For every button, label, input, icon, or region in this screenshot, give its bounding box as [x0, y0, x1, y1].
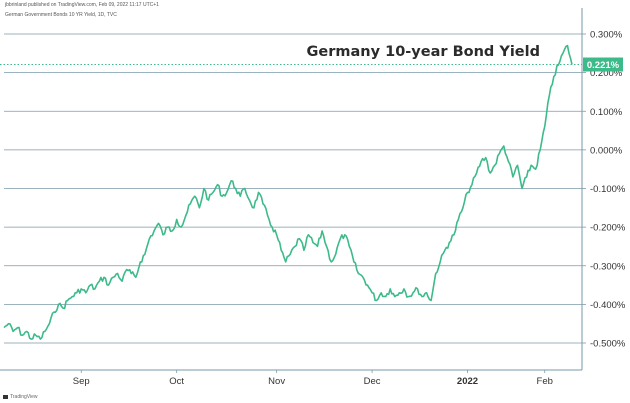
- tradingview-logo-icon: [3, 394, 8, 399]
- xtick-label: 2022: [457, 376, 478, 387]
- series-line-de10y: [3, 44, 573, 340]
- grid: [4, 33, 582, 344]
- ytick-label: 0.100%: [590, 107, 623, 118]
- xtick-label: Sep: [73, 376, 90, 387]
- last-value-badge: [583, 57, 623, 72]
- xtick-label: Nov: [268, 376, 285, 387]
- ytick-label: -0.400%: [590, 300, 626, 311]
- last-value-marker: 0.221%: [0, 57, 623, 72]
- brand-name: TradingView: [10, 394, 38, 400]
- xtick-label: Dec: [364, 376, 381, 387]
- ytick-label: -0.200%: [590, 223, 626, 234]
- symbol-info: German Government Bonds 10 YR Yield, 1D,…: [5, 12, 117, 18]
- xtick-label: Feb: [537, 376, 553, 387]
- brand-footer: TradingView: [3, 394, 38, 400]
- ytick-label: 0.200%: [590, 68, 623, 79]
- axes: 0.300% 0.200% 0.100% 0.000% -0.100% -0.200% -0…: [0, 8, 626, 387]
- xtick-label: Oct: [169, 376, 184, 387]
- ytick-label: 0.300%: [590, 30, 623, 41]
- last-value-label: 0.221%: [587, 60, 620, 71]
- published-info: jbbrinland published on TradingView.com,…: [5, 2, 159, 8]
- ytick-label: -0.100%: [590, 184, 626, 195]
- ytick-label: -0.300%: [590, 261, 626, 272]
- ytick-label: -0.500%: [590, 339, 626, 350]
- ytick-label: 0.000%: [590, 145, 623, 156]
- chart-title: Germany 10-year Bond Yield: [307, 44, 541, 60]
